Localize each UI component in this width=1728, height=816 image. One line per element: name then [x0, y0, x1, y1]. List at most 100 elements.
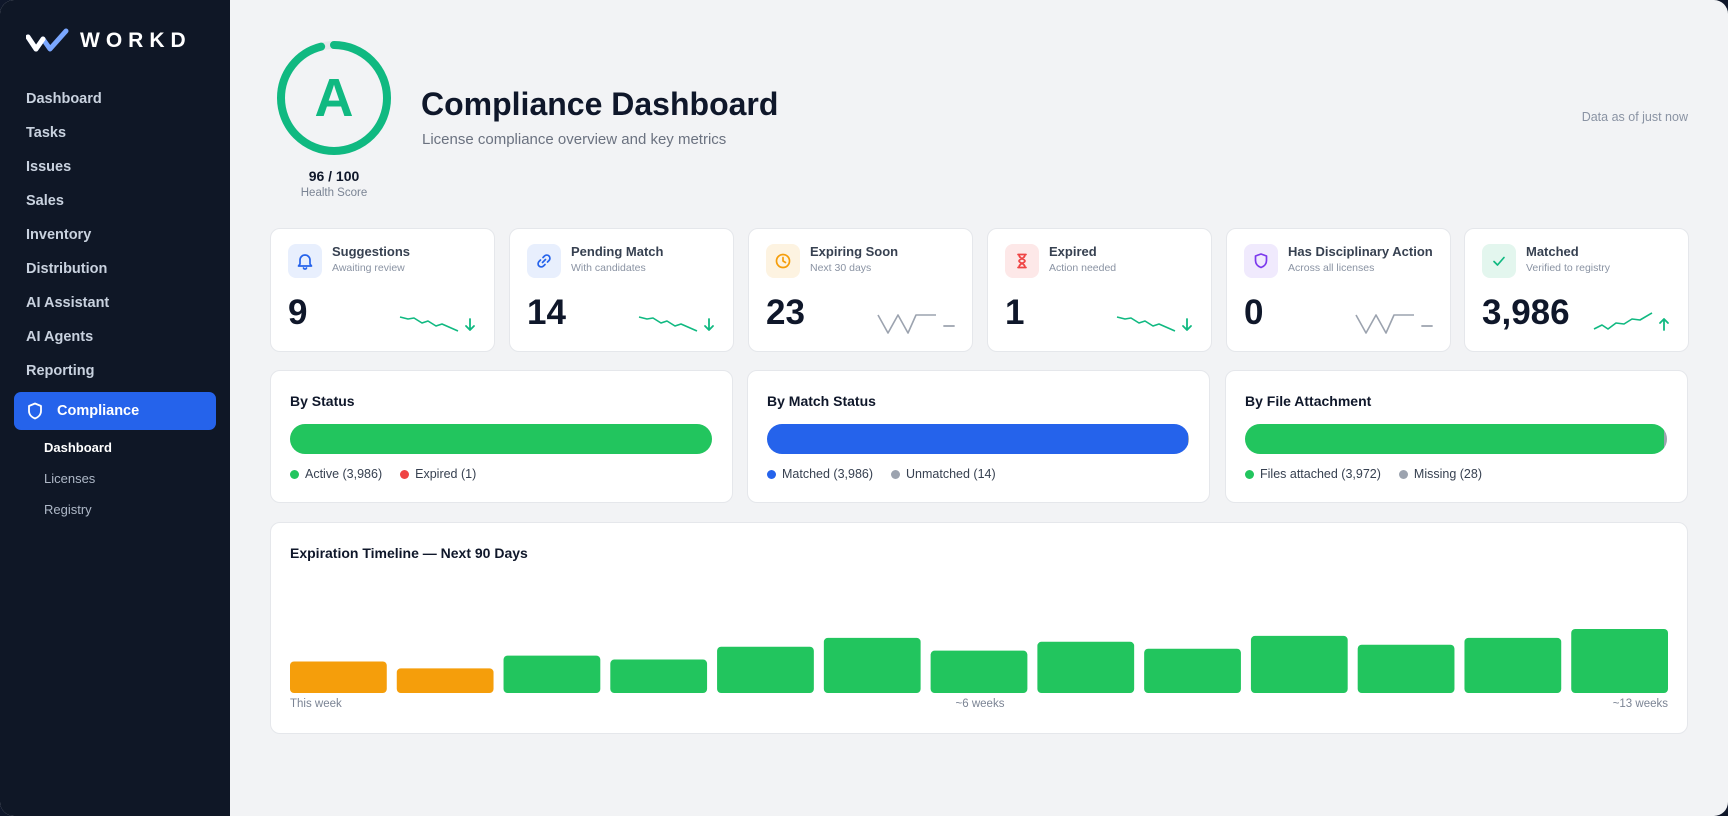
page-subtitle: License compliance overview and key metr…: [422, 131, 727, 148]
legend-item: Active (3,986): [290, 467, 382, 481]
legend-label: Missing (28): [1413, 467, 1482, 481]
stat-value: 23: [766, 293, 805, 332]
axis-label-end: ~13 weeks: [1612, 698, 1668, 710]
breakdown-title: By Status: [290, 393, 355, 409]
trend-flat-sparkline: [876, 309, 956, 342]
trend-down-sparkline: [1115, 309, 1195, 342]
nav-item-dashboard[interactable]: Dashboard: [26, 91, 102, 107]
stat-subtitle: Verified to registry: [1526, 262, 1611, 274]
timeline-bar[interactable]: [610, 659, 708, 693]
timeline-bar[interactable]: [396, 668, 494, 693]
stat-card-has-disciplinary-action[interactable]: Has Disciplinary Action Across all licens…: [1226, 228, 1451, 352]
health-grade: A: [314, 68, 354, 128]
bell-icon: [288, 244, 322, 278]
nav-item-compliance[interactable]: Compliance: [14, 392, 216, 430]
brand-name: WORKD: [80, 29, 192, 52]
bar-segment[interactable]: [1187, 424, 1189, 454]
legend: Matched (3,986) Unmatched (14): [767, 467, 1014, 481]
nav-item-distribution[interactable]: Distribution: [26, 261, 108, 277]
stat-card-matched[interactable]: Matched Verified to registry 3,986: [1464, 228, 1689, 352]
bar-segment[interactable]: [767, 424, 1188, 454]
legend-item: Matched (3,986): [767, 467, 873, 481]
legend-dot-icon: [1245, 469, 1254, 479]
trend-down-sparkline: [398, 309, 478, 342]
nav-item-inventory[interactable]: Inventory: [26, 227, 92, 243]
stat-title: Expiring Soon: [810, 244, 899, 259]
legend-label: Matched (3,986): [782, 467, 874, 481]
timeline-bar[interactable]: [717, 646, 814, 693]
expiration-timeline-card: Expiration Timeline — Next 90 Days This …: [270, 522, 1688, 734]
sidebar: WORKD Dashboard Tasks Issues Sales Inven…: [0, 0, 230, 816]
timeline-bar[interactable]: [1571, 629, 1668, 693]
stat-subtitle: With candidates: [571, 262, 646, 274]
trend-flat-sparkline: [1354, 309, 1434, 342]
legend-label: Expired (1): [415, 467, 477, 481]
nav-item-tasks[interactable]: Tasks: [26, 125, 67, 141]
legend: Active (3,986) Expired (1): [290, 467, 494, 481]
legend-label: Unmatched (14): [906, 467, 996, 481]
timeline-bar[interactable]: [930, 650, 1028, 693]
legend-dot-icon: [290, 469, 299, 479]
stat-card-expired[interactable]: Expired Action needed 1: [987, 228, 1212, 352]
nav-item-ai-agents[interactable]: AI Agents: [26, 329, 94, 345]
stacked-bar: [767, 424, 1189, 454]
stacked-bar: [1245, 424, 1667, 454]
stat-title: Suggestions: [332, 244, 411, 259]
stat-subtitle: Action needed: [1049, 262, 1117, 274]
timeline-bar[interactable]: [1250, 635, 1348, 693]
timeline-bar[interactable]: [1464, 637, 1562, 693]
bar-segment[interactable]: [1245, 424, 1665, 454]
brand-logo[interactable]: WORKD: [26, 26, 192, 56]
nav-item-reporting[interactable]: Reporting: [26, 363, 95, 379]
stat-subtitle: Across all licenses: [1288, 262, 1375, 274]
stat-subtitle: Awaiting review: [332, 262, 405, 274]
stat-value: 3,986: [1482, 293, 1570, 332]
nav-item-label: Compliance: [57, 403, 140, 419]
axis-label-mid: ~6 weeks: [955, 698, 1005, 710]
breakdown-card-by-match-status: By Match Status Matched (3,986) Unmatched …: [747, 370, 1210, 503]
health-score-value: 96 / 100: [308, 168, 360, 184]
trend-down-sparkline: [637, 309, 717, 342]
bar-segment[interactable]: [290, 424, 712, 454]
legend: Files attached (3,972) Missing (28): [1245, 467, 1500, 481]
legend-item: Missing (28): [1398, 467, 1482, 481]
clock-icon: [766, 244, 800, 278]
timeline-bar[interactable]: [1144, 648, 1241, 693]
stat-title: Expired: [1049, 244, 1097, 259]
timeline-bar[interactable]: [1037, 641, 1135, 693]
timeline-bar[interactable]: [503, 655, 601, 693]
subnav-item-dashboard[interactable]: Dashboard: [44, 440, 112, 455]
subnav-item-registry[interactable]: Registry: [44, 502, 92, 517]
page-title: Compliance Dashboard: [421, 86, 779, 122]
nav-item-sales[interactable]: Sales: [26, 193, 64, 209]
stat-value: 14: [527, 293, 566, 332]
stat-subtitle: Next 30 days: [810, 262, 872, 274]
bar-segment[interactable]: [1664, 424, 1667, 454]
stat-card-suggestions[interactable]: Suggestions Awaiting review 9: [270, 228, 495, 352]
subnav-item-licenses[interactable]: Licenses: [44, 471, 96, 486]
data-freshness-label: Data as of just now: [1581, 110, 1688, 124]
timeline-bar[interactable]: [290, 661, 387, 693]
breakdown-card-by-file-attachment: By File Attachment Files attached (3,972)…: [1225, 370, 1688, 503]
stat-value: 0: [1244, 293, 1264, 332]
shield-icon: [1244, 244, 1278, 278]
shield-icon: [28, 402, 42, 420]
timeline-bar[interactable]: [1357, 644, 1455, 693]
legend-dot-icon: [400, 469, 410, 479]
stat-card-expiring-soon[interactable]: Expiring Soon Next 30 days 23: [748, 228, 973, 352]
stat-title: Pending Match: [571, 244, 664, 259]
health-score-label: Health Score: [300, 187, 368, 199]
legend-item: Expired (1): [400, 467, 476, 481]
nav-item-issues[interactable]: Issues: [26, 159, 72, 175]
nav-item-ai-assistant[interactable]: AI Assistant: [26, 295, 110, 311]
timeline-chart: [290, 629, 1668, 693]
stat-title: Has Disciplinary Action: [1288, 244, 1433, 259]
stat-title: Matched: [1526, 244, 1579, 259]
breakdown-title: By Match Status: [767, 393, 876, 409]
logo-mark-icon: [26, 28, 69, 52]
timeline-bar[interactable]: [823, 637, 921, 693]
timeline-title: Expiration Timeline — Next 90 Days: [290, 545, 528, 561]
main-nav: Dashboard Tasks Issues Sales Inventory D…: [0, 82, 230, 388]
check-icon: [1482, 244, 1516, 278]
stat-card-pending-match[interactable]: Pending Match With candidates 14: [509, 228, 734, 352]
